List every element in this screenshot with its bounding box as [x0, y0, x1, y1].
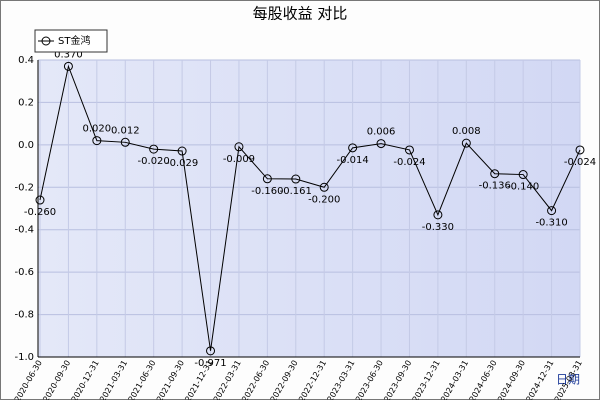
x-axis-label: 日期 [556, 373, 580, 387]
data-point [490, 169, 500, 179]
data-label: -0.136 [479, 181, 511, 192]
data-point [206, 346, 216, 356]
data-point [92, 136, 102, 146]
legend-label: ST金鸿 [58, 34, 90, 47]
data-point [404, 145, 414, 155]
legend-marker [41, 36, 51, 46]
legend-box [34, 29, 108, 53]
chart-title: 每股收益 对比 [253, 5, 348, 23]
data-label: -0.971 [194, 358, 226, 369]
data-point [575, 145, 585, 155]
data-point [63, 61, 73, 71]
data-label: -0.020 [138, 156, 170, 167]
y-tick-label: -0.6 [14, 267, 34, 278]
data-point [518, 170, 528, 180]
data-label: -0.260 [24, 207, 56, 218]
data-label: -0.140 [507, 182, 539, 193]
data-point [291, 174, 301, 184]
data-point [547, 206, 557, 216]
data-point [433, 210, 443, 220]
data-label: -0.160 [251, 186, 283, 197]
data-point [120, 137, 130, 147]
data-label: 0.012 [111, 125, 140, 136]
data-label: 0.006 [367, 127, 396, 138]
data-label: -0.014 [337, 155, 369, 166]
data-point [262, 174, 272, 184]
data-label: 0.020 [83, 124, 112, 135]
data-label: 0.370 [54, 49, 83, 60]
y-tick-label: -0.2 [14, 182, 34, 193]
data-label: -0.330 [422, 222, 454, 233]
legend: ST金鸿 [34, 29, 108, 53]
data-label: -0.024 [564, 157, 596, 168]
y-tick-label: 0.2 [18, 97, 34, 108]
data-point [348, 143, 358, 153]
data-point [376, 139, 386, 149]
series-line [39, 64, 581, 351]
data-point [461, 138, 471, 148]
data-point [35, 195, 45, 205]
data-label: -0.024 [393, 157, 425, 168]
data-point [149, 144, 159, 154]
y-tick-label: 0.4 [18, 55, 34, 66]
data-label: -0.009 [223, 154, 255, 165]
data-label: 0.008 [452, 126, 481, 137]
data-point [234, 142, 244, 152]
data-label: -0.029 [166, 158, 198, 169]
data-label: -0.200 [308, 194, 340, 205]
y-tick-label: 0.0 [18, 140, 34, 151]
plot-area [38, 60, 580, 357]
y-tick-label: -0.4 [14, 225, 34, 236]
data-label: -0.310 [535, 218, 567, 229]
data-point [319, 182, 329, 192]
data-point [177, 146, 187, 156]
y-tick-label: -1.0 [14, 352, 34, 363]
data-label: -0.161 [280, 186, 312, 197]
y-tick-label: -0.8 [14, 310, 34, 321]
